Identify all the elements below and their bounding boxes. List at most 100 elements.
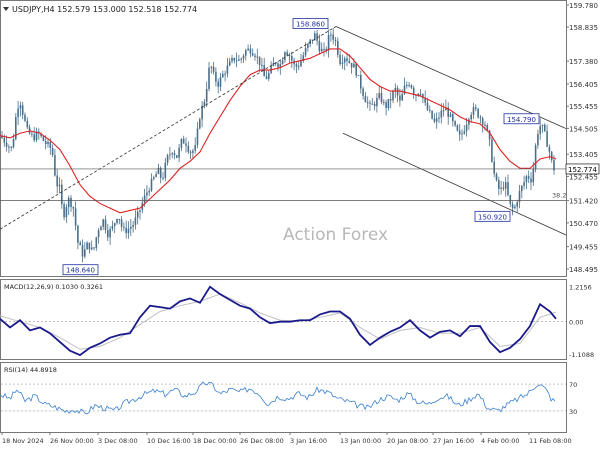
price-y-tick-label: 156.405 (569, 81, 598, 89)
x-axis-label: 3 Jan 16:00 (290, 437, 327, 445)
candle-body (102, 219, 104, 227)
price-annotation-box (503, 113, 540, 125)
candle-body (196, 128, 199, 146)
candle-body (475, 107, 477, 109)
candle-body (61, 184, 63, 205)
candle-body (491, 139, 493, 162)
candle-body (247, 48, 249, 51)
candle-body (424, 98, 426, 103)
price-annotation-box (62, 264, 99, 276)
candle-body (31, 133, 33, 135)
candle-body (435, 118, 438, 122)
candle-body (438, 117, 440, 119)
candle-body (498, 180, 500, 189)
candle-body (40, 133, 42, 137)
candle-body (410, 85, 413, 88)
candle-body (394, 87, 397, 92)
candle-body (125, 227, 127, 234)
rsi-line (0, 381, 556, 415)
candle-body (456, 125, 459, 131)
candle-body (537, 133, 539, 146)
candle-body (541, 124, 544, 126)
x-axis-label: 26 Dec 08:00 (240, 437, 284, 445)
candle-body (132, 225, 134, 227)
candle-body (454, 121, 456, 126)
candle-body (297, 66, 300, 68)
candle-body (314, 33, 316, 41)
x-axis-label: 18 Dec 00:00 (193, 437, 237, 445)
candle-body (433, 118, 436, 122)
candle-body (139, 210, 141, 212)
candle-body (228, 61, 231, 66)
candle-body (445, 107, 447, 111)
price-y-tick-label: 158.835 (569, 24, 598, 32)
candle-body (26, 120, 29, 128)
candle-body (463, 131, 466, 134)
candle-body (281, 60, 284, 65)
candle-body (412, 87, 415, 95)
candle-body (153, 177, 155, 179)
candle-body (155, 174, 157, 178)
candle-body (21, 105, 24, 115)
candle-body (19, 105, 22, 109)
candle-body (245, 50, 247, 56)
candle-body (477, 108, 479, 118)
candle-body (318, 40, 321, 52)
candle-body (274, 62, 277, 64)
candle-body (263, 65, 265, 77)
candle-body (307, 44, 309, 48)
rsi-y-tick-label: 70 (569, 381, 577, 389)
candle-body (258, 56, 261, 65)
candle-body (442, 110, 445, 112)
candle-body (493, 161, 495, 174)
candles-group (1, 28, 555, 263)
candle-body (539, 125, 541, 134)
candle-body (8, 146, 10, 148)
candle-body (472, 107, 475, 115)
candle-body (488, 130, 491, 140)
candle-body (406, 84, 408, 86)
candle-body (118, 219, 121, 221)
candle-body (546, 131, 548, 147)
candle-body (1, 135, 3, 138)
candle-body (268, 72, 270, 79)
candle-body (550, 151, 553, 161)
candle-body (205, 88, 208, 102)
candle-body (373, 103, 376, 107)
candle-body (109, 228, 111, 238)
candle-body (458, 130, 461, 135)
candle-body (178, 147, 180, 158)
candle-body (380, 93, 383, 102)
candle-body (284, 52, 286, 61)
candle-body (235, 60, 238, 62)
candle-body (17, 108, 19, 118)
candle-body (215, 71, 217, 82)
x-axis-label: 20 Jan 08:00 (387, 437, 428, 445)
candle-body (201, 105, 203, 120)
macd-panel-frame (0, 279, 567, 360)
candle-body (327, 35, 330, 51)
price-y-tick-label: 153.405 (569, 151, 598, 159)
candle-body (362, 88, 364, 96)
candle-body (157, 167, 160, 175)
candle-body (346, 58, 348, 61)
candle-body (240, 58, 242, 60)
candle-body (164, 162, 167, 179)
price-annotation-label: 148.640 (66, 267, 95, 275)
candle-body (337, 40, 339, 55)
candle-body (81, 245, 84, 257)
candle-body (295, 64, 298, 67)
candle-body (148, 190, 150, 193)
macd-y-tick-label: 1.2156 (569, 283, 592, 291)
candle-body (304, 47, 307, 56)
candle-body (107, 230, 109, 238)
candle-body (77, 225, 79, 243)
candle-body (116, 219, 118, 224)
candle-body (447, 107, 449, 117)
candle-body (210, 66, 213, 68)
dropdown-triangle-icon[interactable] (3, 7, 9, 11)
candle-body (426, 102, 429, 110)
candle-body (74, 208, 77, 226)
fib-level-label: 38.2 (552, 192, 566, 200)
candle-body (300, 61, 302, 67)
